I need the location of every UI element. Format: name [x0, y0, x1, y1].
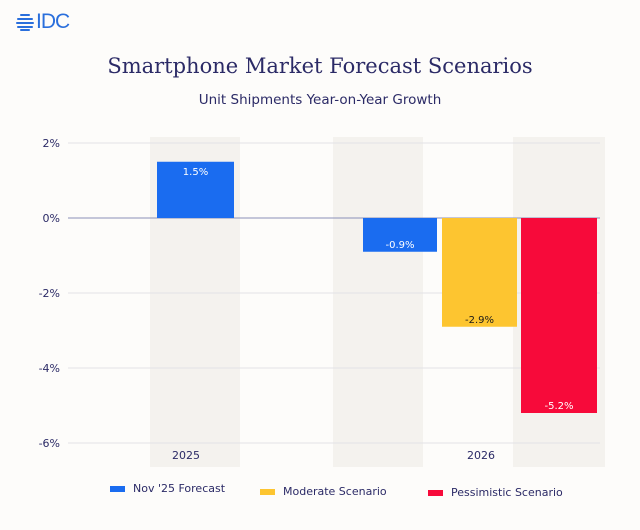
bar	[157, 161, 234, 218]
legend-item-moderate: Moderate Scenario	[260, 485, 387, 498]
logo-text: IDC	[36, 10, 70, 33]
chart-subtitle: Unit Shipments Year-on-Year Growth	[198, 92, 442, 108]
x-tick-label: 2025	[172, 449, 200, 462]
legend-swatch	[110, 485, 125, 492]
bar	[442, 218, 517, 327]
legend-item-pessimistic: Pessimistic Scenario	[428, 486, 563, 499]
data-label: -0.9%	[385, 240, 414, 251]
legend-label: Nov '25 Forecast	[133, 482, 226, 495]
legend-item-forecast: Nov '25 Forecast	[110, 482, 225, 495]
y-tick-label: -6%	[39, 437, 60, 450]
data-label: -2.9%	[465, 315, 494, 326]
y-tick-label: -4%	[39, 362, 60, 375]
data-label: -5.2%	[544, 401, 573, 412]
legend-label: Pessimistic Scenario	[451, 486, 563, 499]
legend-swatch	[428, 489, 443, 496]
globe-icon	[16, 14, 34, 31]
legend-swatch	[260, 488, 275, 495]
legend: Nov '25 Forecast Moderate Scenario Pessi…	[0, 482, 640, 502]
idc-logo: IDC	[16, 10, 70, 34]
legend-label: Moderate Scenario	[283, 485, 387, 498]
y-tick-label: 0%	[43, 212, 60, 225]
column-band	[333, 137, 423, 467]
data-label: 1.5%	[183, 167, 208, 178]
bar	[521, 218, 597, 413]
y-tick-label: 2%	[43, 137, 60, 150]
chart-title: Smartphone Market Forecast Scenarios	[107, 54, 533, 78]
x-tick-label: 2026	[467, 449, 495, 462]
y-tick-label: -2%	[39, 287, 60, 300]
bar	[363, 218, 437, 252]
